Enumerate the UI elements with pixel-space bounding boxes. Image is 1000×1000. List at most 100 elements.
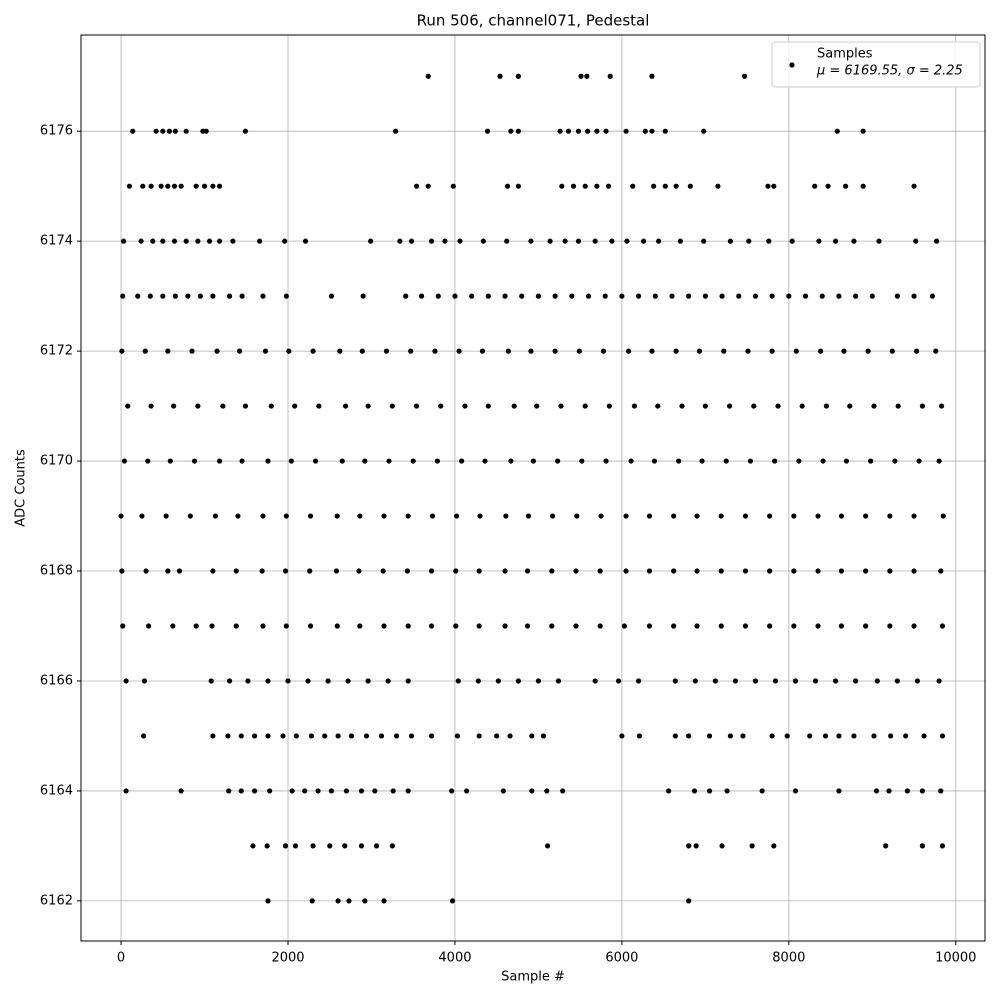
point [692, 678, 698, 684]
point [508, 128, 514, 134]
point [672, 678, 678, 684]
point [642, 128, 648, 134]
point [480, 238, 486, 244]
point [524, 568, 531, 574]
point [649, 348, 655, 354]
point [125, 403, 131, 409]
point [718, 623, 724, 629]
point [368, 238, 374, 244]
point [545, 843, 551, 849]
point [742, 73, 748, 79]
point [749, 843, 755, 849]
point [550, 513, 556, 519]
point [381, 898, 387, 904]
point [769, 293, 775, 299]
point [214, 348, 220, 354]
point [669, 293, 675, 299]
point [687, 183, 693, 189]
point [666, 788, 672, 794]
point [911, 513, 917, 519]
point [791, 568, 797, 574]
point [597, 623, 603, 629]
point [282, 843, 289, 849]
point [260, 293, 266, 299]
point [560, 788, 566, 794]
point [812, 183, 818, 189]
point [673, 348, 679, 354]
point [428, 568, 435, 574]
legend-marker [789, 62, 795, 68]
point [547, 238, 553, 244]
point [939, 843, 946, 849]
x-tick-label: 2000 [271, 951, 304, 966]
point [260, 623, 266, 629]
point [746, 238, 752, 244]
point [259, 568, 265, 574]
point [726, 403, 733, 409]
point [933, 238, 940, 244]
point [602, 293, 608, 299]
point [153, 128, 159, 134]
point [380, 568, 386, 574]
point [435, 293, 441, 299]
point [807, 733, 813, 739]
point [938, 403, 945, 409]
point [408, 348, 414, 354]
point [292, 403, 298, 409]
point [206, 238, 213, 244]
point [592, 678, 598, 684]
point [357, 513, 363, 519]
point [889, 348, 895, 354]
point [268, 403, 274, 409]
point [832, 238, 839, 244]
point [825, 183, 831, 189]
point [582, 403, 588, 409]
point [328, 293, 335, 299]
point [582, 183, 588, 189]
point [120, 238, 127, 244]
point [573, 623, 579, 629]
point [362, 458, 368, 464]
point [393, 733, 400, 739]
point [742, 623, 749, 629]
legend-label: Samples [817, 47, 873, 62]
point [482, 458, 488, 464]
point [887, 623, 893, 629]
point [457, 238, 463, 244]
point [239, 458, 245, 464]
point [339, 458, 345, 464]
point [360, 293, 366, 299]
point [662, 183, 668, 189]
point [356, 568, 362, 574]
point [628, 458, 634, 464]
point [119, 348, 125, 354]
point [257, 238, 263, 244]
point [574, 513, 580, 519]
point [853, 293, 859, 299]
point [342, 843, 348, 849]
point [252, 733, 258, 739]
point [888, 733, 894, 739]
point [195, 238, 201, 244]
point [525, 513, 532, 519]
point [183, 238, 189, 244]
point [453, 623, 459, 629]
point [815, 623, 821, 629]
point [615, 678, 622, 684]
point [940, 513, 946, 519]
point [454, 733, 461, 739]
point [585, 293, 592, 299]
point [874, 678, 880, 684]
y-tick-label: 6172 [40, 344, 73, 359]
point [405, 623, 411, 629]
point [363, 733, 370, 739]
point [820, 458, 826, 464]
point [676, 458, 682, 464]
point [197, 293, 203, 299]
point [911, 183, 917, 189]
point [239, 293, 245, 299]
point [515, 678, 521, 684]
point [894, 678, 900, 684]
point [405, 513, 411, 519]
point [609, 238, 615, 244]
